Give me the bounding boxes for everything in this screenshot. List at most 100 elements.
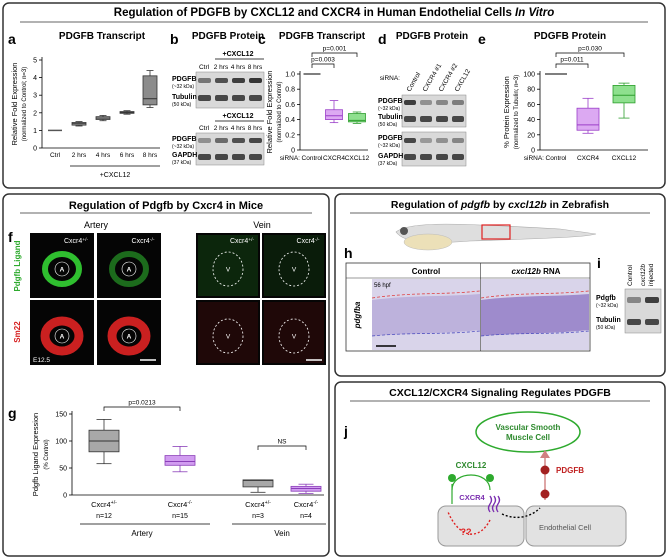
blot-band	[452, 154, 464, 160]
blot-band	[420, 138, 432, 143]
blot-band	[404, 154, 416, 160]
p-value: p=0.001	[323, 46, 347, 53]
x-prefix-label: siRNA:	[280, 155, 300, 162]
vessel-wall	[109, 251, 149, 287]
endothelial-cell	[525, 505, 627, 547]
section-frame	[334, 381, 666, 557]
blot-row-label: Tubulin	[172, 94, 197, 101]
y-tick-label: 0	[531, 148, 535, 155]
blot-row-size: (50 kDa)	[596, 325, 616, 331]
column-label: Artery	[84, 220, 109, 230]
micrograph	[196, 233, 260, 298]
panel-letter: g	[8, 405, 17, 421]
section-frame	[2, 193, 330, 557]
blot-row-label: PDGFB	[172, 76, 197, 83]
micrograph	[196, 300, 260, 365]
p-value: NS	[277, 439, 287, 446]
x-tick-label: 2 hrs	[72, 152, 87, 159]
blot-band	[215, 78, 228, 83]
lane-label: 2 hrs	[214, 125, 229, 132]
signal	[198, 302, 258, 363]
p-value: p=0.003	[311, 57, 335, 64]
genotype: +/-	[265, 500, 272, 506]
x-tick-label: Cxcr4-/-	[294, 500, 319, 509]
lane-label: Ctrl	[199, 125, 210, 132]
vessel-trace	[480, 290, 590, 299]
lumen	[121, 328, 137, 344]
group-label: +CXCL12	[100, 172, 131, 179]
chart-title: PDGFB Protein	[534, 31, 606, 42]
y-axis-label: Relative Fold Expression	[10, 63, 19, 146]
gene-name: Cxcr4	[132, 238, 150, 245]
stage-label: 56 hpf	[374, 283, 391, 289]
blot-row-size: (37 kDa)	[172, 160, 192, 166]
section-frame	[2, 2, 666, 189]
genotype: -/-	[315, 237, 320, 243]
box	[576, 107, 600, 131]
genotype-label: Cxcr4-/-	[297, 237, 320, 246]
x-tick-label: CXCR4	[323, 155, 345, 162]
blot-band	[249, 78, 262, 83]
vessel-trace	[371, 290, 481, 299]
genotype: +/-	[248, 237, 254, 243]
blot-row-label: PDGFB	[378, 98, 403, 105]
y-tick-label: 2	[33, 110, 37, 117]
blot-row-label: Tubulin	[378, 114, 403, 121]
blot-band	[452, 138, 464, 143]
blot-band	[249, 95, 262, 101]
chart-title: PDGFB Protein	[192, 31, 264, 42]
vessel-outline	[278, 318, 310, 354]
vessel-mark: A	[60, 334, 65, 341]
vessel-mark: V	[292, 267, 297, 274]
p-value: p=0.011	[560, 57, 584, 64]
blot-row-size: (~32 kDa)	[172, 144, 194, 150]
blot-row-label: Pdgfb	[596, 295, 616, 302]
fish-yolk	[403, 233, 453, 251]
y-tick-label: 0.2	[285, 132, 295, 139]
panel-letter: c	[258, 31, 266, 47]
lane-label: 8 hrs	[248, 125, 263, 132]
blot-band	[627, 319, 641, 325]
significance-bracket	[555, 63, 589, 68]
signal	[264, 235, 324, 296]
y-tick-label: 100	[55, 439, 67, 446]
column-label: Vein	[253, 220, 271, 230]
y-tick-label: 0	[291, 148, 295, 155]
blot-band	[404, 138, 416, 143]
vessel-wall	[40, 316, 84, 356]
x-tick-label: Ctrl	[50, 152, 61, 159]
y-axis-sublabel: (normalized to Tubulin; n=3)	[514, 75, 520, 150]
panel-letter: h	[344, 245, 353, 261]
genotype-label: Cxcr4+/-	[230, 237, 254, 246]
chart-title: PDGFB Protein	[396, 31, 468, 42]
box	[612, 85, 636, 104]
gene-name: Cxcr4	[168, 500, 188, 509]
lane-label: Control	[627, 264, 634, 286]
genotype: -/-	[150, 237, 155, 243]
genotype: +/-	[111, 500, 118, 506]
blot-band	[198, 95, 211, 101]
x-tick-label: CXCL12	[345, 155, 370, 162]
p-value: p=0.0213	[128, 400, 156, 407]
x-tick-label: CXCL12	[612, 155, 637, 162]
blot-band	[436, 116, 448, 122]
title-part: In Vitro	[515, 7, 554, 19]
chart-title: PDGFB Transcript	[279, 31, 366, 42]
blot-band	[249, 138, 262, 143]
blot-row-size: (~32 kDa)	[378, 106, 400, 112]
row-label: Sm22	[13, 321, 22, 343]
signal	[264, 302, 324, 363]
x-tick-label: Cxcr4+/-	[245, 500, 271, 509]
column-label: cxcl12b RNA	[512, 267, 561, 276]
y-tick-label: 3	[33, 93, 37, 100]
blot-band	[404, 100, 416, 105]
blot-row-size: (50 kDa)	[378, 122, 398, 128]
y-tick-label: 0	[63, 493, 67, 500]
box	[348, 113, 366, 123]
box	[164, 455, 196, 466]
gene-name: Cxcr4	[91, 500, 111, 509]
y-tick-label: 150	[55, 412, 67, 419]
micrograph	[262, 300, 326, 365]
blot-band	[215, 95, 228, 101]
panel-letter: d	[378, 31, 387, 47]
